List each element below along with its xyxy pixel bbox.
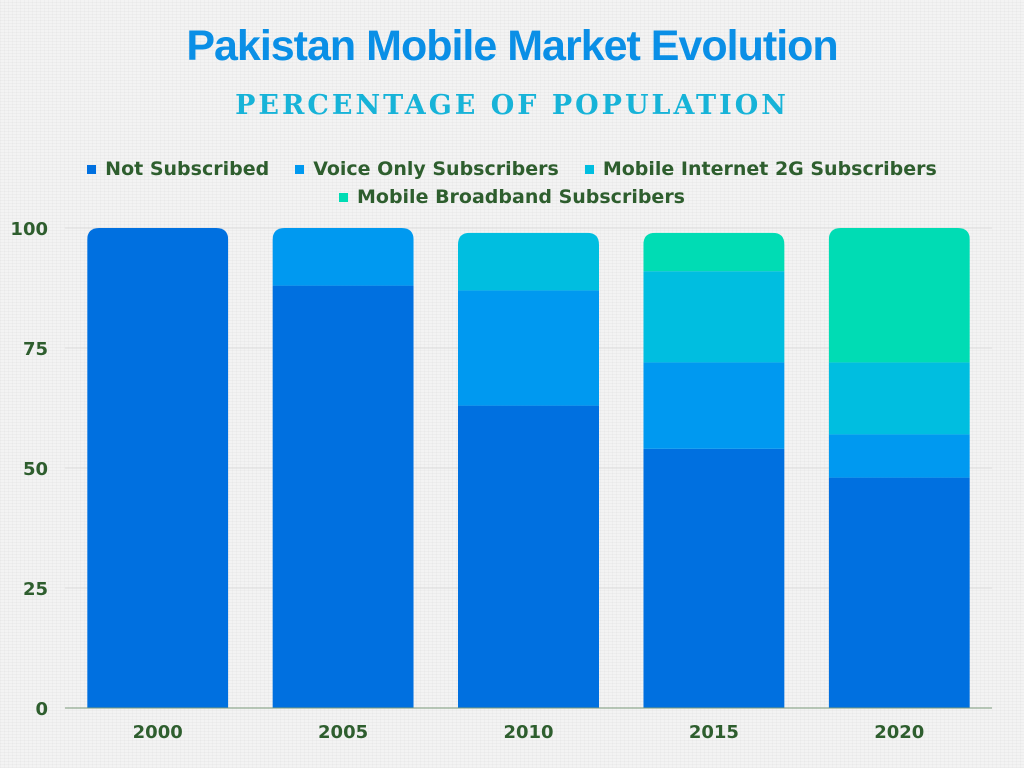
bar-segment xyxy=(828,362,970,435)
legend-swatch xyxy=(584,164,594,174)
bar-segment xyxy=(643,271,785,363)
bar-segment xyxy=(87,228,229,708)
legend-swatch xyxy=(87,164,97,174)
legend-label: Not Subscribed xyxy=(105,158,270,180)
legend-swatch xyxy=(295,164,305,174)
bar-segment xyxy=(828,434,970,478)
y-tick-label: 75 xyxy=(23,339,48,360)
bar-segment xyxy=(458,405,599,708)
chart-subtitle: PERCENTAGE OF POPULATION xyxy=(235,90,789,121)
x-tick-label: 2005 xyxy=(318,722,368,743)
y-tick-label: 0 xyxy=(35,699,48,720)
legend-item-mobile-internet-2g: Mobile Internet 2G Subscribers xyxy=(584,158,937,180)
x-tick-label: 2015 xyxy=(689,722,739,743)
bar-stack-2020 xyxy=(828,228,970,708)
legend-label: Voice Only Subscribers xyxy=(313,158,559,180)
bar-segment xyxy=(828,477,970,708)
x-tick-label: 2000 xyxy=(133,722,183,743)
legend-item-mobile-broadband: Mobile Broadband Subscribers xyxy=(338,186,685,208)
bar-segment xyxy=(272,285,414,708)
bar-segment xyxy=(643,232,785,272)
legend-label: Mobile Broadband Subscribers xyxy=(356,186,685,208)
bar-segment xyxy=(272,228,414,286)
bar-stack-2005 xyxy=(272,228,414,708)
bar-segment xyxy=(643,362,785,449)
y-tick-label: 100 xyxy=(10,219,48,240)
bar-segment xyxy=(458,232,599,291)
legend-item-not-subscribed: Not Subscribed xyxy=(87,158,269,180)
legend-item-voice-only: Voice Only Subscribers xyxy=(295,158,559,180)
y-tick-label: 25 xyxy=(23,579,48,600)
bar-stack-2010 xyxy=(458,232,599,708)
bar-segment xyxy=(828,228,970,363)
x-tick-label: 2020 xyxy=(874,722,924,743)
bar-stack-2000 xyxy=(87,228,229,708)
bar-stack-2015 xyxy=(643,232,785,708)
y-tick-label: 50 xyxy=(23,459,48,480)
legend-swatch xyxy=(338,192,348,202)
bar-segment xyxy=(643,448,785,708)
x-tick-label: 2010 xyxy=(503,722,553,743)
chart-title: Pakistan Mobile Market Evolution xyxy=(186,22,838,70)
legend-label: Mobile Internet 2G Subscribers xyxy=(602,158,937,180)
bar-segment xyxy=(458,290,599,406)
legend: Not Subscribed Voice Only Subscribers Mo… xyxy=(40,158,984,208)
